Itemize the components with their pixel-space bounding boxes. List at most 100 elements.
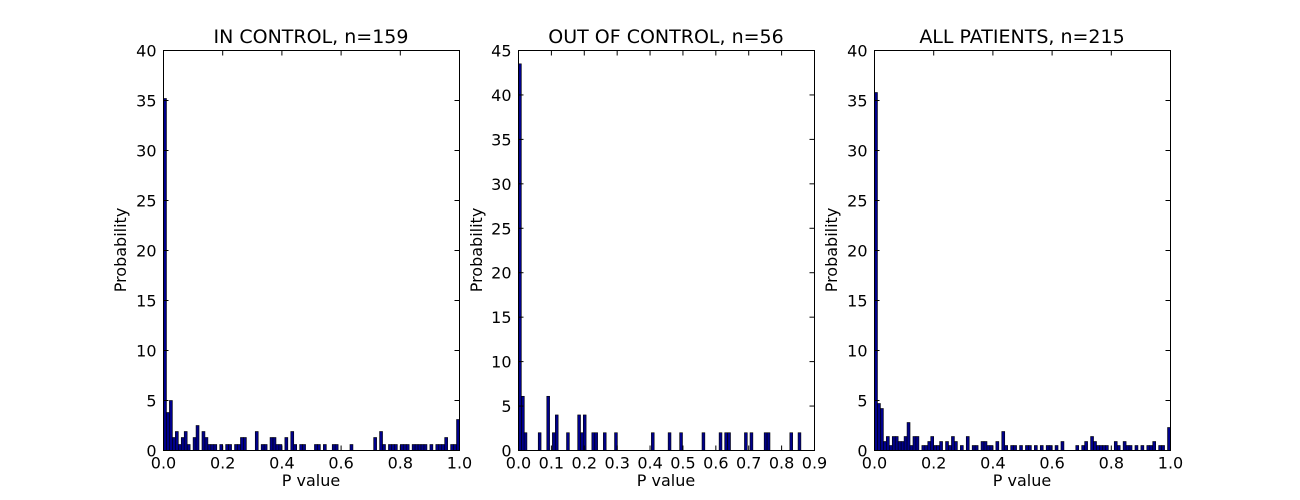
histogram-bar [900, 441, 905, 451]
histogram-bar [909, 445, 914, 451]
histogram-bar [1093, 441, 1097, 451]
x-tick-label: 0.2 [921, 454, 946, 473]
histogram-bar [983, 441, 988, 451]
histogram-bar [302, 444, 306, 451]
x-tick-label: 0.4 [269, 454, 294, 473]
histogram-bar [903, 436, 908, 451]
histogram-bar [1004, 445, 1008, 451]
histogram-bar [951, 436, 955, 451]
x-tick-label: 0.0 [151, 454, 176, 473]
histogram-bar [960, 445, 964, 451]
histogram-bar [405, 444, 410, 451]
y-tick-label: 25 [491, 219, 511, 238]
histogram-bar [1122, 441, 1127, 451]
histogram-bar [945, 441, 949, 451]
histogram-bar [435, 444, 440, 451]
x-tick-label: 0.8 [1099, 454, 1124, 473]
histogram-bar [213, 444, 218, 451]
histogram-bar [948, 445, 952, 451]
histogram-bar [192, 437, 197, 451]
x-tick-label: 0.9 [802, 454, 827, 473]
x-tick-label: 0.5 [670, 454, 695, 473]
y-tick-label: 35 [136, 92, 156, 111]
y-tick-label: 25 [136, 192, 156, 211]
histogram-bar [172, 437, 176, 451]
y-tick-label: 15 [136, 292, 156, 311]
histogram-bar [373, 437, 377, 451]
histogram-bar [763, 432, 768, 451]
y-tick-label: 20 [136, 242, 156, 261]
histogram-bar [441, 444, 445, 451]
histogram-bar [388, 444, 392, 451]
histogram-bar [379, 431, 383, 451]
x-tick-label: 0.4 [637, 454, 662, 473]
y-tick-label: 10 [136, 342, 156, 361]
y-axis-label: Probability [111, 208, 130, 293]
histogram-bar [275, 444, 280, 451]
x-tick-label: 0.6 [703, 454, 728, 473]
histogram-bar [924, 445, 929, 451]
histogram-bar [453, 444, 457, 451]
histogram-bar [995, 441, 1000, 451]
y-tick-label: 45 [491, 42, 511, 61]
histogram-bar [1045, 445, 1050, 451]
y-tick-label: 25 [847, 192, 867, 211]
y-tick-label: 0 [857, 442, 867, 461]
histogram-bar [263, 444, 268, 451]
histogram-bar [284, 437, 289, 451]
x-tick-label: 0.2 [210, 454, 235, 473]
x-tick-label: 0.1 [539, 454, 564, 473]
y-tick-label: 5 [501, 397, 511, 416]
histogram-bar [894, 436, 899, 451]
y-tick-label: 15 [491, 308, 511, 327]
histogram-bar [667, 432, 672, 451]
ticks: 0.0 0.2 0.4 0.6 0.8 1.0 0 5 10 15 20 25 30 35 40 [136, 42, 472, 473]
histogram-bar [237, 444, 241, 451]
histogram-bar [1090, 436, 1094, 451]
histogram-bar [183, 431, 188, 451]
histogram-bar [954, 441, 958, 451]
plot-frame [518, 50, 815, 451]
histogram-bar [986, 445, 991, 451]
histogram-bar [897, 441, 902, 451]
y-tick-label: 40 [491, 86, 511, 105]
histogram-bar [234, 444, 238, 451]
histogram-bar [1149, 445, 1154, 451]
histogram-bar [269, 437, 274, 451]
histogram-bar [965, 436, 970, 451]
y-tick-label: 0 [146, 442, 156, 461]
histogram-bar [679, 432, 683, 451]
histogram-bar [293, 444, 297, 451]
histogram-bar [1096, 445, 1100, 451]
y-tick-label: 5 [857, 392, 867, 411]
histogram-bar [195, 425, 200, 451]
histogram-bar [1081, 445, 1085, 451]
y-tick-label: 40 [847, 42, 867, 61]
histogram-bar [1054, 445, 1059, 451]
histogram-bar [877, 403, 881, 451]
histogram-bar [724, 432, 728, 451]
histogram-bar [317, 444, 321, 451]
histogram-bar [1039, 445, 1044, 451]
histogram-bar [207, 444, 212, 451]
y-tick-label: 10 [491, 353, 511, 372]
histogram-bar [429, 444, 434, 451]
x-tick-label: 0.7 [736, 454, 761, 473]
histogram-bar [260, 444, 265, 451]
histogram-bar [566, 432, 570, 451]
chart-title: OUT OF CONTROL, n=56 [548, 26, 783, 48]
chart-title: IN CONTROL, n=159 [214, 26, 409, 48]
histogram-bar [331, 444, 336, 451]
histogram-bar [166, 412, 170, 451]
histogram-bar [886, 436, 890, 451]
histogram-bar [880, 408, 884, 451]
histogram-bar [420, 444, 425, 451]
histogram-bar [411, 444, 416, 451]
histogram-bar [789, 432, 793, 451]
histogram-in-control: IN CONTROL, n=159 P value Probability 0.… [111, 26, 472, 490]
histogram-bar [797, 432, 802, 451]
y-tick-label: 30 [136, 142, 156, 161]
y-tick-label: 5 [146, 392, 156, 411]
histogram-bar [314, 444, 318, 451]
y-tick-label: 10 [847, 342, 867, 361]
